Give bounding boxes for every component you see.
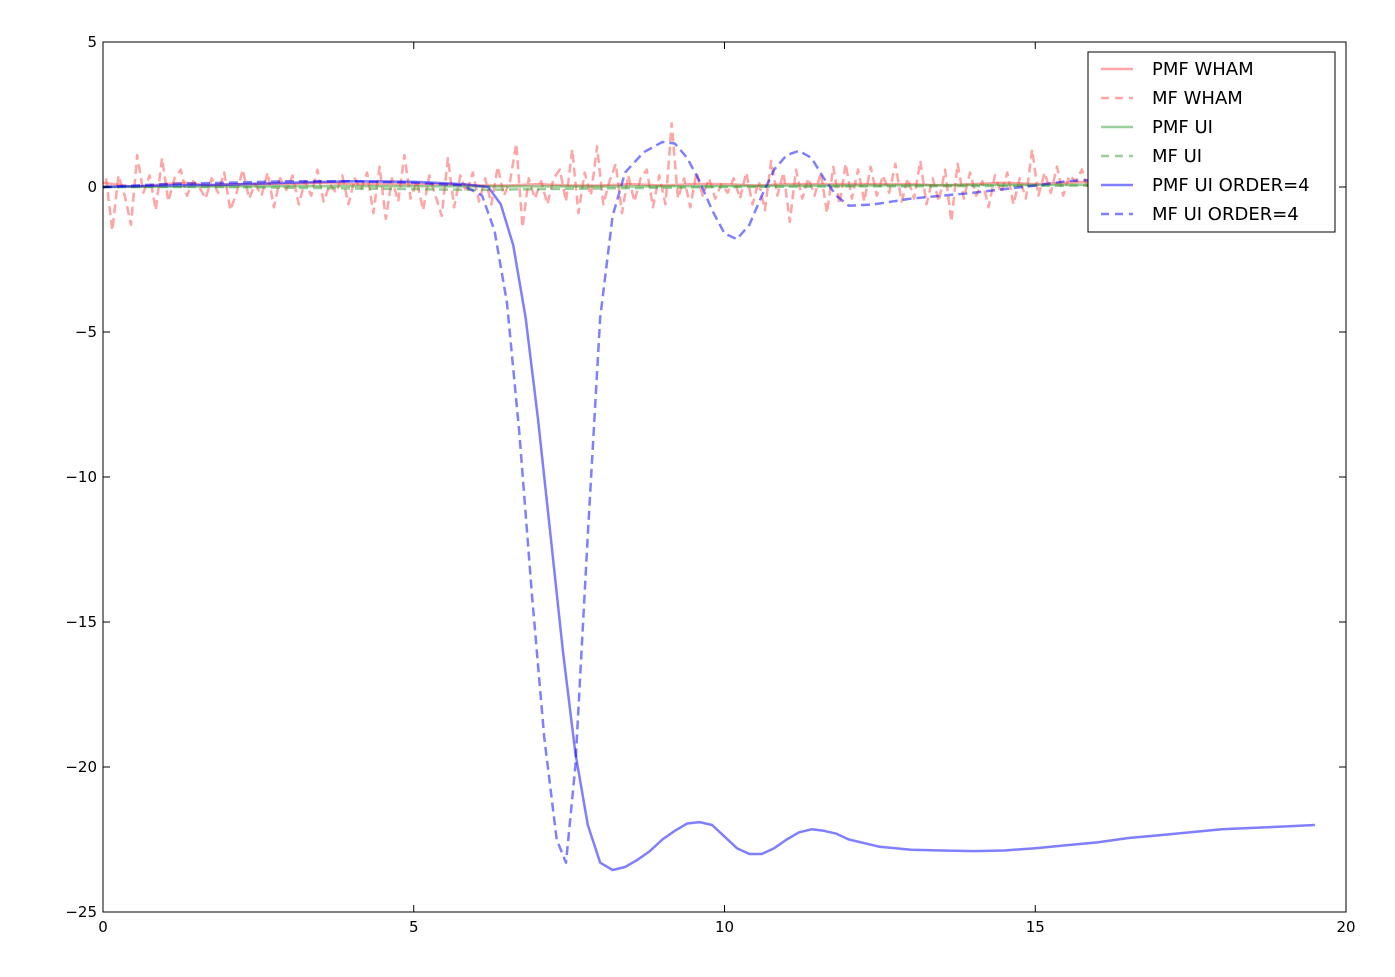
x-tick-label: 20 [1336, 918, 1355, 936]
x-tick-label: 10 [715, 918, 734, 936]
tick-layer: 0 5 10 15 20 5 0 −5 −10 −15 −20 −25 [65, 33, 1355, 936]
legend-label: PMF UI ORDER=4 [1152, 175, 1310, 196]
y-tick-label: −15 [65, 613, 97, 631]
legend-box [1087, 51, 1336, 233]
legend-label: MF WHAM [1152, 88, 1243, 109]
x-tick-label: 5 [409, 918, 419, 936]
y-tick-label: −10 [65, 468, 97, 486]
legend: PMF WHAM MF WHAM PMF UI MF UI PMF UI ORDER=4… [1087, 51, 1336, 233]
y-tick-label: −20 [65, 758, 97, 776]
y-tick-label: −25 [65, 903, 97, 921]
legend-label: MF UI ORDER=4 [1152, 204, 1299, 225]
legend-label: PMF WHAM [1152, 59, 1254, 80]
series-line-5 [103, 140, 1098, 864]
x-tick-label: 0 [98, 918, 108, 936]
series-line-4 [103, 179, 1315, 872]
legend-label: MF UI [1152, 146, 1202, 167]
series-layer [103, 121, 1315, 872]
x-tick-label: 15 [1026, 918, 1045, 936]
y-tick-label: −5 [75, 323, 97, 341]
legend-label: PMF UI [1152, 117, 1213, 138]
series-line-3 [103, 184, 1098, 192]
y-tick-label: 0 [87, 178, 97, 196]
y-tick-label: 5 [87, 33, 97, 51]
